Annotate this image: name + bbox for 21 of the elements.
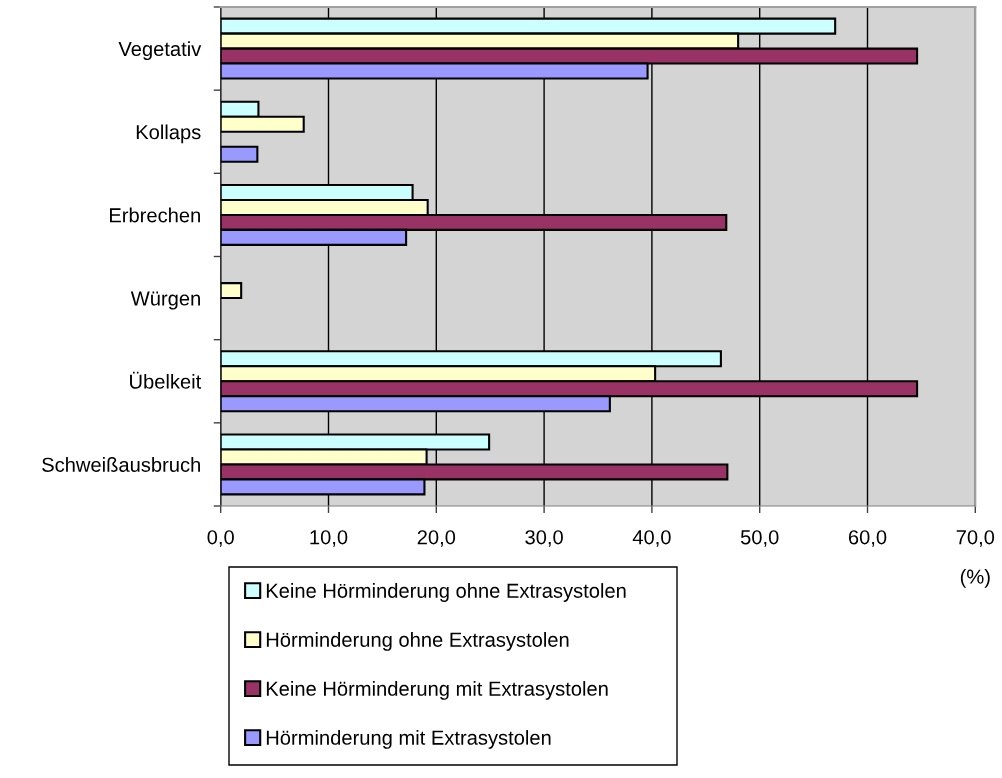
- x-tick-label: 60,0: [848, 530, 887, 547]
- x-tick-label: 40,0: [632, 530, 671, 547]
- y-tick-label: Würgen: [130, 291, 200, 310]
- x-tick-label: 10,0: [310, 530, 348, 547]
- x-tick-label: 30,0: [525, 530, 563, 547]
- x-tick-label: 20,0: [417, 530, 456, 547]
- x-tick-label: 0,0: [207, 530, 234, 547]
- x-tick-label: 50,0: [740, 530, 779, 547]
- bar: [220, 145, 259, 163]
- legend-label: Keine Hörminderung mit Extrasystolen: [266, 681, 608, 700]
- x-tick-label: 70,0: [956, 530, 995, 547]
- legend-label: Keine Hörminderung ohne Extrasystolen: [266, 583, 626, 602]
- y-tick-label: Vegetativ: [118, 41, 202, 61]
- y-tick-label: Übelkeit: [130, 371, 202, 389]
- legend-label: Hörminderung mit Extrasystolen: [266, 730, 551, 749]
- legend-label: Hörminderung ohne Extrasystolen: [266, 632, 569, 651]
- bar: [220, 282, 243, 300]
- y-tick-label: Kollaps: [136, 124, 201, 144]
- y-tick-label: Erbrechen: [110, 207, 200, 223]
- y-tick-label: Schweißausbruch: [42, 457, 200, 472]
- x-axis-title: (%): [960, 569, 990, 588]
